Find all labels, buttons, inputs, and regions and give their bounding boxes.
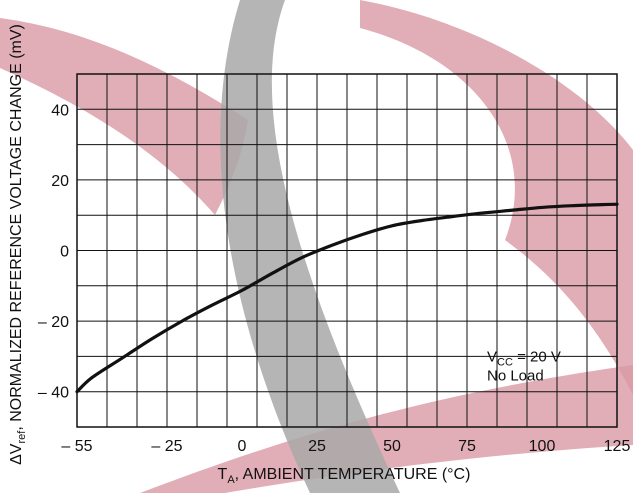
y-tick-label: 0	[60, 244, 69, 261]
watermark-pink-band-bottom	[140, 365, 633, 493]
y-tick-label: 40	[51, 102, 69, 119]
y-axis-label: ΔVref, NORMALIZED REFERENCE VOLTAGE CHAN…	[8, 24, 28, 465]
x-tick-label: 125	[604, 438, 631, 455]
watermark-pink-arc-right	[360, 0, 633, 395]
y-tick-label: – 20	[38, 314, 69, 331]
x-tick-label: 50	[383, 438, 401, 455]
y-tick-label: 20	[51, 173, 69, 190]
annotation-box: VCC = 20 V No Load	[487, 348, 561, 384]
x-tick-label: 0	[238, 438, 247, 455]
series-layer	[75, 202, 619, 394]
x-tick-label: 75	[458, 438, 476, 455]
watermark-pink-swoosh-left	[0, 18, 248, 215]
x-axis-label: TA, AMBIENT TEMPERATURE (°C)	[218, 466, 471, 486]
x-tick-label: 100	[529, 438, 556, 455]
x-tick-label: 25	[308, 438, 326, 455]
annotation-load: No Load	[487, 367, 544, 384]
x-tick-label: – 55	[61, 438, 92, 455]
x-tick-label: – 25	[151, 438, 182, 455]
plot-frame	[76, 73, 618, 428]
annotation-vcc: VCC = 20 V	[487, 348, 561, 368]
y-tick-label: – 40	[38, 385, 69, 402]
series-line	[75, 202, 619, 394]
watermark-gray-band	[220, 0, 400, 493]
tick-labels: – 55 – 25 0 25 50 75 100 125 – 40 – 20 0 20 40	[38, 102, 631, 455]
